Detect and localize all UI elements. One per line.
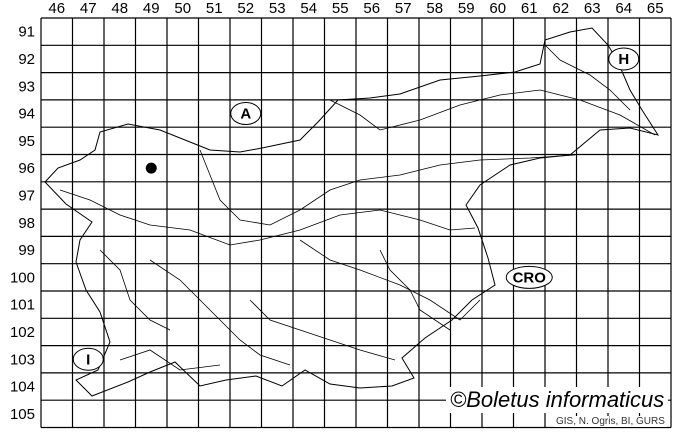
row-label: 93: [18, 78, 35, 95]
column-label: 62: [552, 0, 569, 17]
copyright-text: ©Boletus informaticus: [446, 387, 669, 413]
grid-lines: [40, 17, 672, 429]
column-label: 52: [237, 0, 254, 17]
svg-text:A: A: [240, 106, 251, 123]
row-label: 97: [18, 187, 35, 204]
column-label: 49: [143, 0, 160, 17]
country-label-h: H: [608, 47, 640, 71]
column-label: 51: [206, 0, 223, 17]
column-label: 50: [174, 0, 191, 17]
column-label: 61: [521, 0, 538, 17]
column-label: 46: [48, 0, 65, 17]
rivers: [59, 44, 656, 371]
column-label: 60: [489, 0, 506, 17]
row-label: 102: [10, 324, 35, 341]
column-label: 58: [426, 0, 443, 17]
row-label: 103: [10, 351, 35, 368]
column-label: 57: [395, 0, 412, 17]
column-label: 63: [584, 0, 601, 17]
column-label: 56: [363, 0, 380, 17]
country-label-a: A: [230, 102, 262, 126]
column-label: 59: [458, 0, 475, 17]
row-label: 104: [10, 379, 35, 396]
row-label: 92: [18, 51, 35, 68]
row-label: 96: [18, 160, 35, 177]
row-label: 95: [18, 133, 35, 150]
column-label: 53: [269, 0, 286, 17]
country-label-cro: CRO: [505, 265, 553, 289]
row-label: 98: [18, 215, 35, 232]
column-label: 47: [80, 0, 97, 17]
column-label: 48: [111, 0, 128, 17]
column-label: 64: [615, 0, 632, 17]
column-label: 65: [647, 0, 664, 17]
row-label: 94: [18, 106, 35, 123]
row-label: 101: [10, 297, 35, 314]
occurrence-dot: [145, 162, 157, 174]
svg-text:H: H: [618, 51, 629, 68]
row-label: 100: [10, 269, 35, 286]
country-border: [44, 27, 660, 397]
column-label: 55: [332, 0, 349, 17]
svg-text:CRO: CRO: [513, 269, 547, 286]
row-label: 99: [18, 242, 35, 259]
credit-text: GIS, N. Ogris, BI, GURS: [554, 416, 667, 427]
country-label-i: I: [72, 347, 104, 371]
row-label: 91: [18, 24, 35, 41]
column-label: 54: [300, 0, 317, 17]
svg-text:I: I: [86, 351, 90, 368]
row-label: 105: [10, 406, 35, 423]
